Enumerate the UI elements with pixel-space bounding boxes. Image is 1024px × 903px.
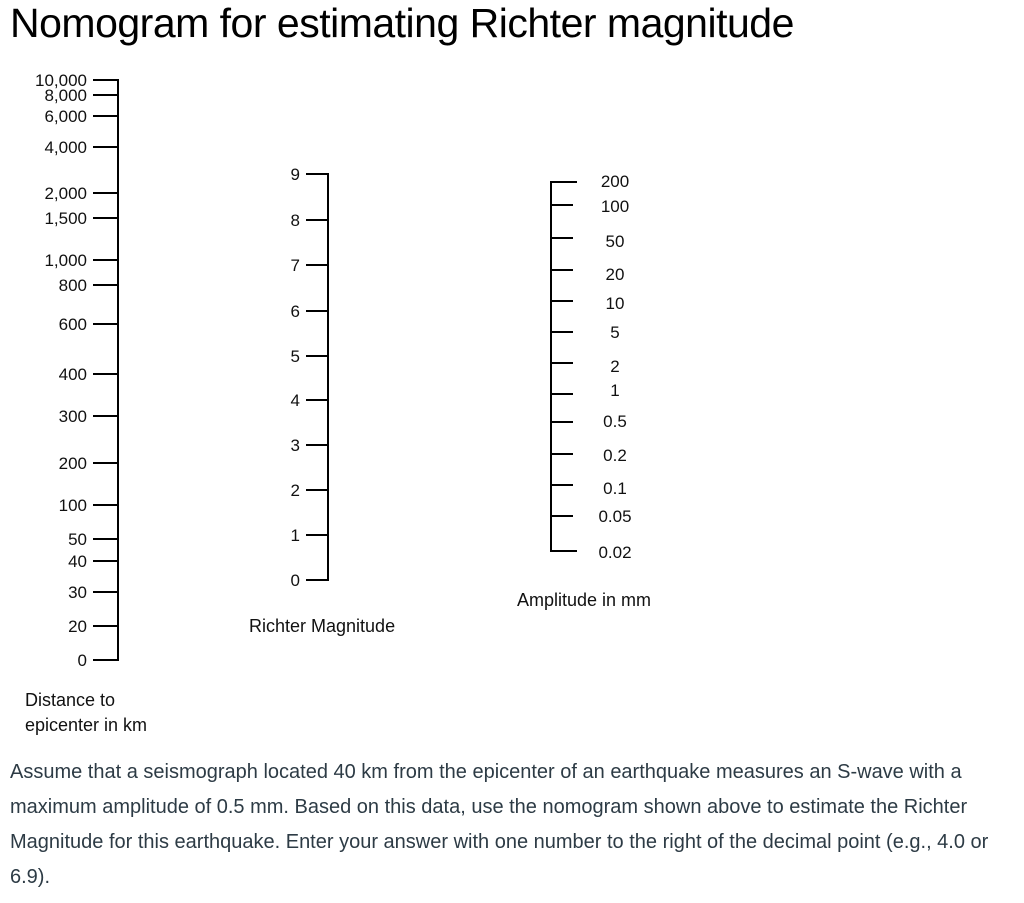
distance-tick-label: 50 <box>68 530 87 549</box>
distance-tick-label: 6,000 <box>44 107 87 126</box>
amplitude-tick-label: 1 <box>610 381 619 400</box>
amplitude-tick-label: 0.1 <box>603 479 627 498</box>
distance-tick-label: 400 <box>59 365 87 384</box>
amplitude-tick-label: 100 <box>601 197 629 216</box>
nomogram-diagram: 10,0008,0006,0004,0002,0001,5001,0008006… <box>25 71 651 735</box>
distance-tick-label: 600 <box>59 315 87 334</box>
amplitude-tick-label: 2 <box>610 357 619 376</box>
amplitude-tick-label: 200 <box>601 172 629 191</box>
magnitude-tick-label: 1 <box>291 526 300 545</box>
magnitude-tick-label: 7 <box>291 256 300 275</box>
distance-tick-label: 20 <box>68 617 87 636</box>
distance-tick-label: 4,000 <box>44 138 87 157</box>
magnitude-tick-label: 6 <box>291 302 300 321</box>
amplitude-tick-label: 10 <box>606 294 625 313</box>
distance-tick-label: 1,500 <box>44 209 87 228</box>
distance-tick-label: 100 <box>59 496 87 515</box>
amplitude-tick-label: 0.2 <box>603 446 627 465</box>
distance-tick-label: 8,000 <box>44 86 87 105</box>
question-text: Assume that a seismograph located 40 km … <box>10 761 989 888</box>
distance-scale-label: Distance to <box>25 690 115 710</box>
magnitude-scale-label: Richter Magnitude <box>249 616 395 636</box>
magnitude-tick-label: 5 <box>291 347 300 366</box>
magnitude-tick-label: 2 <box>291 481 300 500</box>
amplitude-tick-label: 50 <box>606 232 625 251</box>
amplitude-tick-label: 20 <box>606 265 625 284</box>
magnitude-scale: 9 8 7 6 5 4 3 2 1 0 <box>291 165 329 590</box>
magnitude-tick-label: 9 <box>291 165 300 184</box>
distance-tick-label: 300 <box>59 407 87 426</box>
distance-tick-label: 0 <box>78 651 87 670</box>
distance-tick-label: 10,000 <box>35 71 87 90</box>
distance-tick-label: 30 <box>68 583 87 602</box>
distance-scale-label-line-2: epicenter in km <box>25 715 147 735</box>
magnitude-tick-label: 3 <box>291 436 300 455</box>
amplitude-tick-label: 0.5 <box>603 412 627 431</box>
magnitude-tick-label: 8 <box>291 211 300 230</box>
page-title: Nomogram for estimating Richter magnitud… <box>10 0 794 46</box>
amplitude-tick-label: 0.02 <box>598 543 631 562</box>
distance-tick-label: 40 <box>68 552 87 571</box>
distance-tick-label: 2,000 <box>44 184 87 203</box>
distance-tick-label: 1,000 <box>44 251 87 270</box>
magnitude-tick-label: 0 <box>291 571 300 590</box>
amplitude-tick-label: 5 <box>610 323 619 342</box>
magnitude-tick-label: 4 <box>291 391 300 410</box>
amplitude-tick-label: 0.05 <box>598 507 631 526</box>
amplitude-scale: 200 100 50 20 10 5 2 1 0.5 0.2 0.1 0.05 0.02 <box>550 172 632 562</box>
distance-tick-label: 800 <box>59 276 87 295</box>
amplitude-scale-label: Amplitude in mm <box>517 590 651 610</box>
distance-tick-label: 200 <box>59 454 87 473</box>
